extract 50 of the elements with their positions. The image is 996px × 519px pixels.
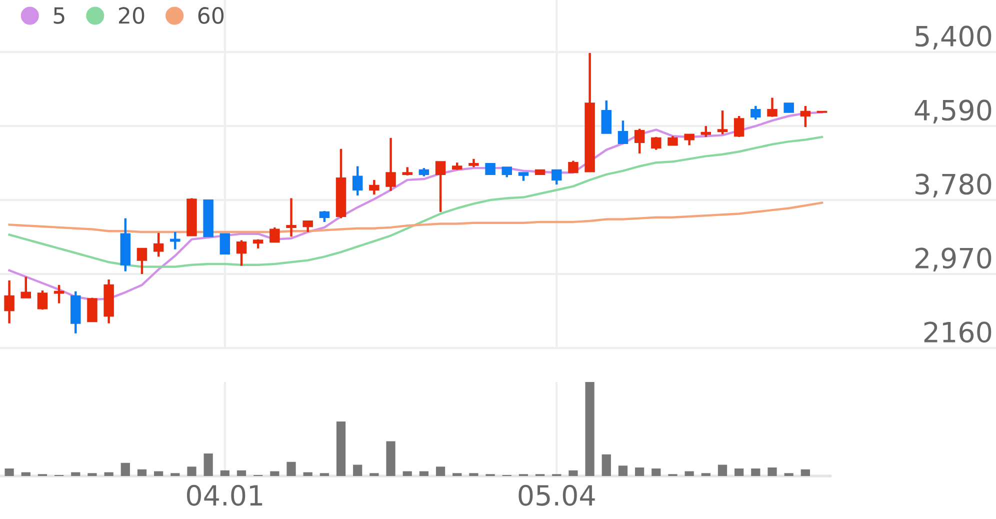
bar <box>204 453 213 476</box>
bar <box>602 454 611 476</box>
bar <box>751 468 760 476</box>
y-tick-label: 5,400 <box>916 26 992 50</box>
x-tick-label: 04.01 <box>186 484 262 506</box>
bar <box>71 472 80 476</box>
bar <box>701 473 710 476</box>
bar <box>21 472 30 476</box>
bar <box>170 473 180 476</box>
y-tick-label: 4,590 <box>914 100 992 124</box>
bar <box>635 468 644 476</box>
bar <box>336 421 346 476</box>
y-tick-label: 2,970 <box>916 248 992 272</box>
bar <box>286 462 296 476</box>
bar <box>320 473 329 476</box>
bar <box>419 471 429 476</box>
bar <box>734 468 744 476</box>
y-tick-label: 3,780 <box>916 174 992 198</box>
bar <box>800 469 810 476</box>
bar <box>684 471 694 476</box>
legend-label: 20 <box>118 7 144 24</box>
bar <box>784 473 794 476</box>
legend-label: 5 <box>54 7 64 24</box>
bar <box>370 473 379 476</box>
bar <box>104 472 114 476</box>
bar <box>4 468 14 476</box>
bar <box>137 469 147 476</box>
x-tick-label: 05.04 <box>518 484 595 506</box>
bar <box>120 462 130 476</box>
bar <box>652 468 661 476</box>
bar <box>436 466 446 476</box>
bar <box>154 471 164 476</box>
bar <box>220 470 230 476</box>
bar <box>386 441 396 476</box>
bar <box>618 466 628 476</box>
legend-label: 60 <box>198 7 224 24</box>
bar <box>768 468 777 476</box>
bar <box>568 470 578 476</box>
bar <box>353 464 362 476</box>
bar <box>187 466 196 476</box>
bar <box>303 472 312 476</box>
bar <box>469 473 478 476</box>
bar <box>270 471 280 476</box>
bar <box>236 470 246 476</box>
y-tick-label: 2160 <box>924 322 992 343</box>
bar <box>452 473 462 476</box>
bar <box>718 464 728 476</box>
bar <box>402 471 412 476</box>
bar <box>88 473 97 476</box>
bar <box>585 382 594 476</box>
